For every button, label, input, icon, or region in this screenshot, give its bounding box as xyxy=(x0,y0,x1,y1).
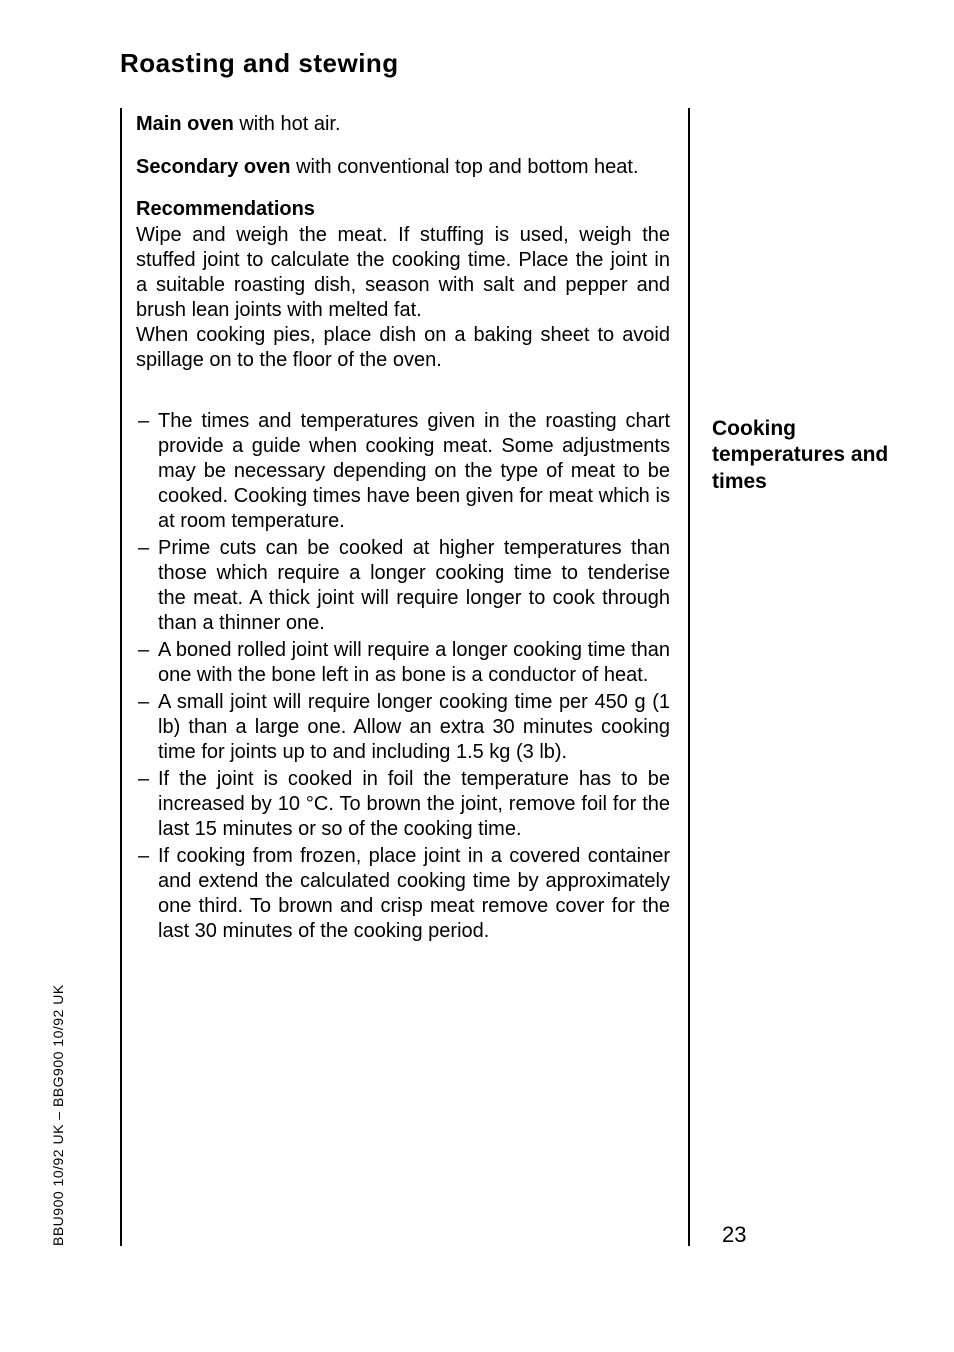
recommendations-para1: Wipe and weigh the meat. If stuffing is … xyxy=(136,224,670,321)
secondary-oven-line: Secondary oven with conventional top and… xyxy=(136,155,670,180)
section-title: Roasting and stewing xyxy=(120,48,399,79)
page-number: 23 xyxy=(722,1222,746,1248)
main-oven-line: Main oven with hot air. xyxy=(136,112,670,137)
list-item: A small joint will require longer cookin… xyxy=(136,690,670,765)
secondary-oven-text: with conventional top and bottom heat. xyxy=(291,156,639,178)
recommendations-heading: Recommendations xyxy=(136,198,670,221)
list-item: Prime cuts can be cooked at higher tempe… xyxy=(136,536,670,636)
recommendations-para2: When cooking pies, place dish on a bakin… xyxy=(136,324,670,371)
list-item: A boned rolled joint will require a long… xyxy=(136,638,670,688)
list-item: If cooking from frozen, place joint in a… xyxy=(136,844,670,944)
recommendations-body: Wipe and weigh the meat. If stuffing is … xyxy=(136,223,670,373)
content-column: Main oven with hot air. Secondary oven w… xyxy=(120,108,690,1246)
document-page: Roasting and stewing Main oven with hot … xyxy=(0,0,954,1352)
spine-reference: BBU900 10/92 UK – BBG900 10/92 UK xyxy=(50,984,66,1246)
list-item: The times and temperatures given in the … xyxy=(136,409,670,534)
secondary-oven-label: Secondary oven xyxy=(136,156,291,178)
bullet-list: The times and temperatures given in the … xyxy=(136,409,670,944)
main-oven-text: with hot air. xyxy=(234,113,341,135)
list-item: If the joint is cooked in foil the tempe… xyxy=(136,767,670,842)
main-oven-label: Main oven xyxy=(136,113,234,135)
margin-heading: Cooking temperatures and times xyxy=(712,416,902,495)
